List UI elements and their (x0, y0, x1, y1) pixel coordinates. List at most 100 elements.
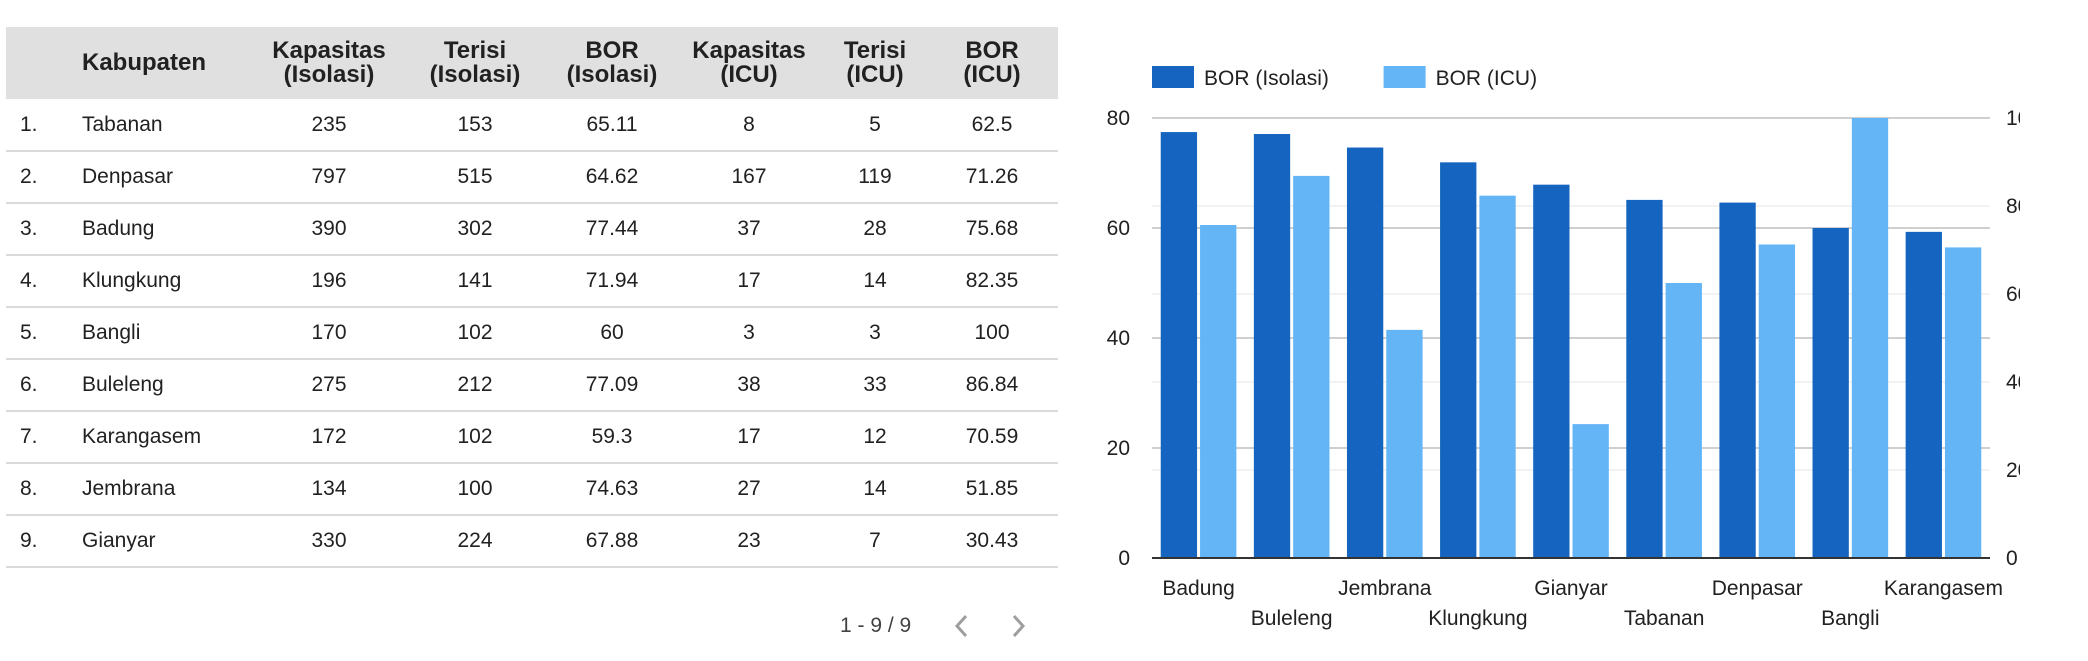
pagination: 1 - 9 / 9 (840, 608, 1035, 644)
cell-kapasitas-isolasi: 172 (311, 425, 347, 448)
pagination-range: 1 - 9 / 9 (840, 614, 912, 637)
y-left-tick-label: 20 (1107, 437, 1130, 460)
data-table: Kabupaten Kapasitas (Isolasi) Terisi (Is… (6, 27, 1058, 568)
row-index: 5. (20, 321, 38, 344)
x-tick-label: Bangli (1821, 607, 1879, 630)
cell-kapasitas-isolasi: 196 (311, 269, 347, 292)
cell-terisi-isolasi: 100 (457, 477, 493, 500)
cell-kabupaten: Tabanan (82, 112, 163, 136)
bar-bor-isolasi (1253, 134, 1291, 558)
cell-kapasitas-icu: 17 (737, 425, 761, 448)
column-header-index[interactable] (6, 27, 78, 99)
column-header-sublabel: (ICU) (846, 61, 904, 88)
column-header-bor-isolasi[interactable]: BOR (Isolasi) (550, 27, 674, 99)
column-header-sublabel: (ICU) (720, 61, 778, 88)
cell-kabupaten: Gianyar (82, 529, 156, 552)
cell-kabupaten: Denpasar (82, 165, 174, 188)
column-header-kapasitas-icu[interactable]: Kapasitas (ICU) (674, 27, 824, 99)
x-tick-label: Gianyar (1534, 577, 1608, 600)
cell-kapasitas-isolasi: 797 (311, 165, 347, 188)
table-row: 6. Buleleng 275 212 77.09 38 33 86.84 (6, 359, 1058, 411)
cell-terisi-icu: 119 (858, 165, 892, 188)
cell-terisi-isolasi: 153 (457, 112, 493, 136)
cell-terisi-icu: 28 (863, 217, 887, 240)
bar-bor-icu (1479, 195, 1516, 558)
cell-kapasitas-isolasi: 235 (311, 112, 347, 136)
cell-kapasitas-icu: 37 (737, 217, 761, 240)
cell-terisi-isolasi: 212 (457, 373, 493, 396)
column-header-terisi-icu[interactable]: Terisi (ICU) (824, 27, 926, 99)
cell-bor-icu: 70.59 (965, 425, 1019, 448)
table-row: 4. Klungkung 196 141 71.94 17 14 82.35 (6, 255, 1058, 307)
cell-kapasitas-isolasi: 330 (311, 529, 347, 552)
y-left-tick-label: 80 (1107, 107, 1130, 130)
row-index: 2. (20, 165, 38, 188)
cell-kabupaten: Bangli (82, 321, 141, 344)
y-right-tick-label: 80 (2006, 195, 2020, 218)
y-right-tick-label: 20 (2006, 459, 2020, 482)
y-left-tick-label: 0 (1118, 547, 1130, 570)
bor-bar-chart: Badung Buleleng Jembrana Klungkung Gianyar Ta… (1090, 50, 2041, 645)
cell-terisi-icu: 14 (863, 477, 887, 500)
legend-label: BOR (Isolasi) (1204, 67, 1329, 90)
table-row: 8. Jembrana 134 100 74.63 27 14 51.85 (6, 463, 1058, 515)
table-row: 9. Gianyar 330 224 67.88 23 7 30.43 (6, 515, 1058, 567)
cell-kapasitas-icu: 3 (743, 321, 755, 344)
column-header-sublabel: (Isolasi) (283, 61, 375, 88)
cell-bor-isolasi: 67.88 (585, 529, 639, 552)
cell-terisi-isolasi: 302 (457, 217, 493, 240)
cell-bor-isolasi: 71.94 (585, 269, 639, 292)
column-header-terisi-isolasi[interactable]: Terisi (Isolasi) (400, 27, 550, 99)
cell-kapasitas-icu: 23 (737, 529, 761, 552)
cell-kapasitas-icu: 27 (737, 477, 761, 500)
next-page-button[interactable] (1001, 609, 1035, 643)
cell-kapasitas-icu: 167 (731, 165, 767, 188)
cell-bor-icu: 62.5 (971, 112, 1013, 136)
cell-kapasitas-isolasi: 170 (311, 321, 347, 344)
column-header-sublabel: (Isolasi) (429, 61, 521, 88)
bar-bor-isolasi (1160, 132, 1198, 558)
x-tick-label: Tabanan (1624, 607, 1705, 630)
cell-kapasitas-isolasi: 275 (311, 373, 347, 396)
cell-bor-icu: 51.85 (965, 477, 1019, 500)
column-header-kabupaten[interactable]: Kabupaten (78, 27, 258, 99)
column-header-label: BOR (965, 37, 1019, 64)
x-tick-label: Klungkung (1428, 607, 1527, 630)
x-tick-label: Karangasem (1884, 577, 2003, 600)
bar-bor-icu (1851, 118, 1889, 558)
table-row: 2. Denpasar 797 515 64.62 167 119 71.26 (6, 151, 1058, 203)
cell-terisi-isolasi: 515 (457, 165, 493, 188)
cell-bor-isolasi: 60 (600, 321, 624, 344)
bar-bor-isolasi (1533, 184, 1570, 558)
cell-terisi-icu: 3 (869, 321, 881, 344)
cell-terisi-isolasi: 102 (457, 425, 493, 448)
column-header-label: Terisi (443, 37, 507, 64)
previous-page-button[interactable] (945, 609, 979, 643)
bar-bor-isolasi (1346, 147, 1384, 558)
cell-bor-icu: 100 (974, 321, 1010, 344)
cell-kabupaten: Klungkung (82, 269, 182, 292)
column-header-kapasitas-isolasi[interactable]: Kapasitas (Isolasi) (258, 27, 400, 99)
bar-bor-icu (1293, 175, 1330, 558)
y-right-tick-label: 0 (2006, 547, 2018, 570)
bar-bor-icu (1944, 247, 1982, 559)
legend-label: BOR (ICU) (1436, 67, 1538, 90)
cell-terisi-icu: 14 (863, 269, 887, 292)
cell-bor-isolasi: 74.63 (585, 477, 639, 500)
cell-kapasitas-icu: 8 (743, 112, 755, 136)
column-header-label: Kabupaten (82, 49, 207, 76)
bar-bor-isolasi (1812, 228, 1849, 558)
column-header-label: BOR (585, 37, 639, 64)
chevron-left-icon (955, 614, 968, 638)
column-header-bor-icu[interactable]: BOR (ICU) (926, 27, 1058, 99)
cell-bor-icu: 30.43 (965, 529, 1019, 552)
bar-bor-icu (1572, 424, 1609, 558)
cell-terisi-isolasi: 141 (457, 269, 493, 292)
bar-bor-isolasi (1905, 231, 1942, 558)
x-tick-label: Denpasar (1712, 577, 1803, 600)
column-header-label: Kapasitas (692, 37, 806, 64)
bar-bor-isolasi (1626, 199, 1663, 558)
cell-bor-isolasi: 64.62 (585, 165, 639, 188)
cell-terisi-icu: 5 (869, 112, 881, 136)
